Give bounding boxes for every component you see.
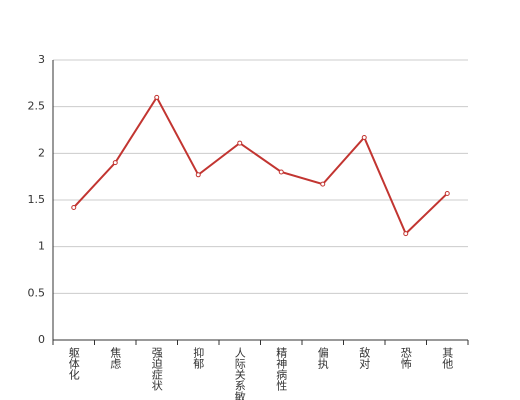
y-tick-label: 1.5 bbox=[28, 193, 46, 206]
point bbox=[444, 190, 450, 196]
y-tick-label: 3 bbox=[38, 53, 45, 66]
point bbox=[320, 181, 326, 187]
point bbox=[112, 160, 118, 166]
y-tick-label: 2.5 bbox=[28, 100, 46, 113]
point bbox=[71, 204, 77, 210]
line bbox=[73, 95, 448, 236]
x-tick-label: 恐怖 bbox=[399, 347, 412, 369]
y-tick-label: 1 bbox=[38, 240, 45, 253]
point bbox=[361, 134, 367, 140]
x-tick-label: 抑郁 bbox=[192, 346, 205, 369]
x-tick-label: 偏执 bbox=[316, 346, 329, 370]
point bbox=[237, 140, 243, 146]
x-tick-label: 敌对 bbox=[358, 346, 371, 369]
point bbox=[278, 169, 284, 175]
x-tick-label: 人际关系敏感 bbox=[233, 347, 246, 400]
point bbox=[403, 231, 409, 237]
point bbox=[195, 172, 201, 178]
x-tick-label: 强迫症状 bbox=[150, 347, 163, 391]
x-tick-label: 精神病性 bbox=[275, 347, 288, 392]
y-tick-label: 0 bbox=[38, 333, 45, 346]
x-tick-label: 躯体化 bbox=[67, 347, 80, 381]
y-tick-label: 0.5 bbox=[28, 286, 46, 299]
x-tick-label: 焦虑 bbox=[109, 347, 122, 369]
point bbox=[154, 94, 160, 100]
y-tick-label: 2 bbox=[38, 146, 45, 159]
x-tick-label: 其他 bbox=[441, 347, 454, 369]
